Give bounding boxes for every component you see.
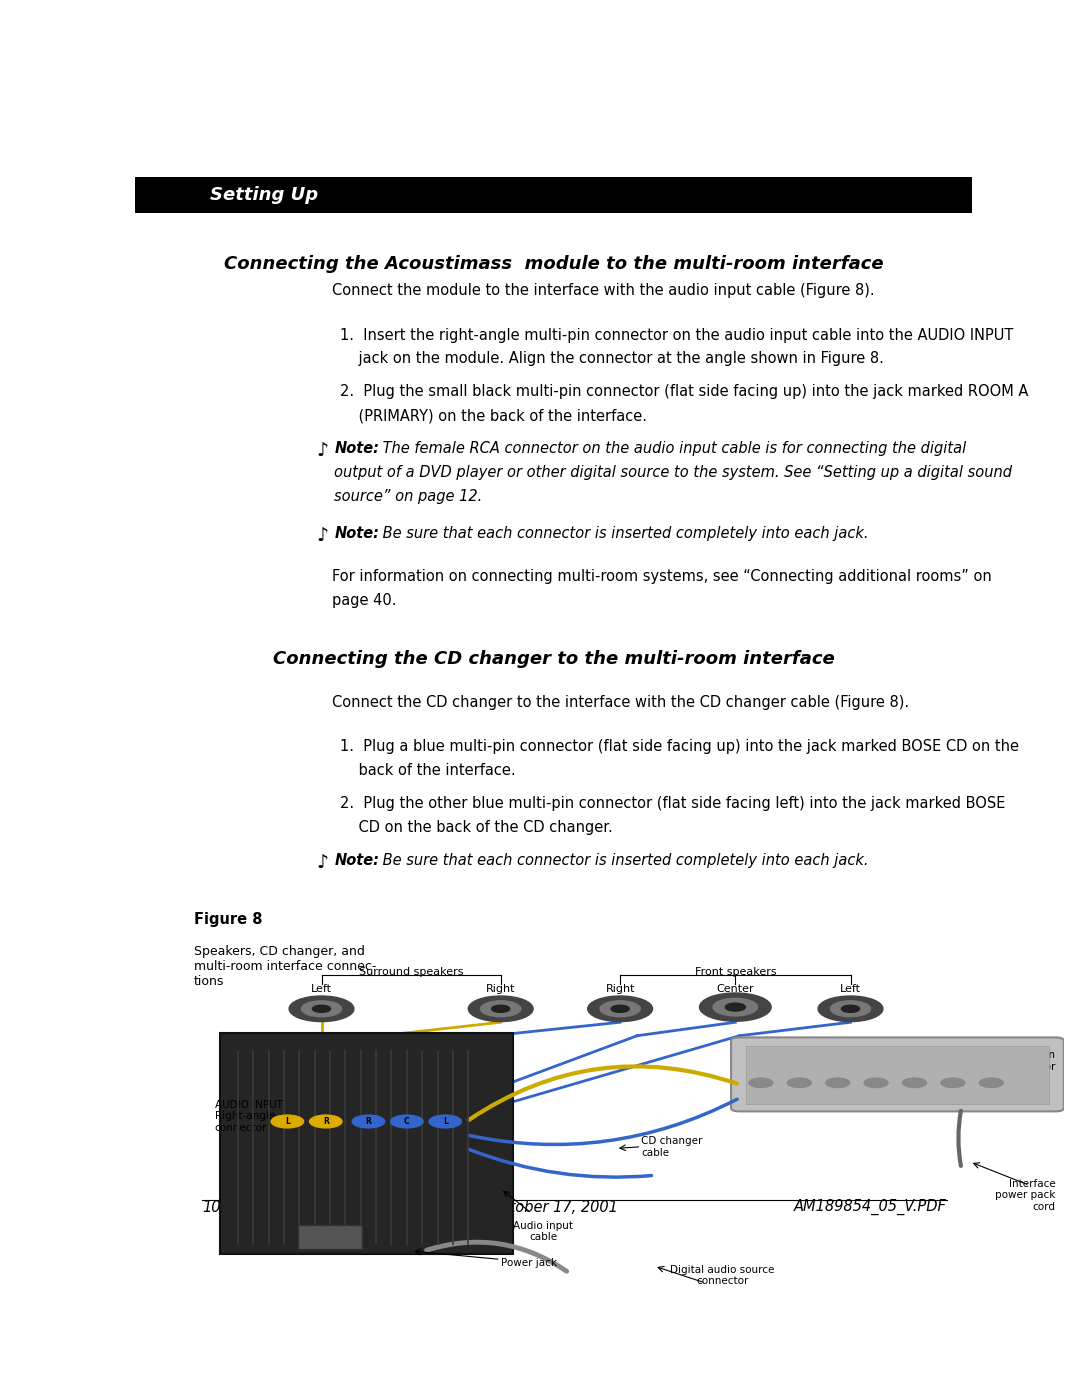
Text: Be sure that each connector is inserted completely into each jack.: Be sure that each connector is inserted … [378,527,868,542]
Text: AM189854_05_V.PDF: AM189854_05_V.PDF [794,1199,947,1215]
Text: Right: Right [486,985,515,995]
Text: R: R [323,1118,328,1126]
Text: L: L [285,1118,289,1126]
Circle shape [826,1078,850,1087]
FancyBboxPatch shape [745,1046,1050,1104]
Circle shape [588,996,652,1021]
Text: Connecting the CD changer to the multi-room interface: Connecting the CD changer to the multi-r… [272,650,835,668]
Circle shape [491,1006,510,1013]
Circle shape [713,999,757,1016]
Text: 10: 10 [202,1200,220,1215]
Circle shape [271,1115,303,1127]
Circle shape [391,1115,423,1127]
Text: Connecting the Acoustimass  module to the multi-room interface: Connecting the Acoustimass module to the… [224,254,883,272]
Text: (PRIMARY) on the back of the interface.: (PRIMARY) on the back of the interface. [340,408,647,423]
Circle shape [831,1000,870,1017]
Circle shape [841,1006,860,1013]
Circle shape [600,1000,640,1017]
Text: Connect the CD changer to the interface with the CD changer cable (Figure 8).: Connect the CD changer to the interface … [332,694,909,710]
Text: Interface
power pack
cord: Interface power pack cord [995,1179,1055,1213]
FancyBboxPatch shape [298,1225,363,1249]
Circle shape [748,1078,773,1087]
Text: CD changer
cable: CD changer cable [642,1136,703,1158]
Circle shape [787,1078,811,1087]
Text: 2.  Plug the small black multi-pin connector (flat side facing up) into the jack: 2. Plug the small black multi-pin connec… [340,384,1028,400]
Text: Power jack: Power jack [501,1257,556,1267]
Text: For information on connecting multi-room systems, see “Connecting additional roo: For information on connecting multi-room… [332,569,991,584]
Circle shape [726,1003,745,1011]
Circle shape [864,1078,888,1087]
Text: source” on page 12.: source” on page 12. [334,489,483,504]
Text: output of a DVD player or other digital source to the system. See “Setting up a : output of a DVD player or other digital … [334,465,1012,481]
Text: Note:: Note: [334,441,379,457]
Circle shape [352,1115,384,1127]
Text: ♪: ♪ [316,441,328,460]
Text: C: C [404,1118,409,1126]
Text: Note:: Note: [334,854,379,868]
Text: Center: Center [716,985,754,995]
Circle shape [903,1078,927,1087]
Text: AUDIO INPUT
Right-angle
connector: AUDIO INPUT Right-angle connector [215,1099,283,1133]
Circle shape [310,1115,342,1127]
Text: Left: Left [311,985,332,995]
Text: Left: Left [840,985,861,995]
Text: Figure 8: Figure 8 [193,912,262,928]
Circle shape [980,1078,1003,1087]
Text: Audio input
cable: Audio input cable [513,1221,573,1242]
Text: Be sure that each connector is inserted completely into each jack.: Be sure that each connector is inserted … [378,854,868,868]
Text: back of the interface.: back of the interface. [340,763,515,778]
Circle shape [941,1078,964,1087]
Circle shape [481,1000,521,1017]
Text: Connect the module to the interface with the audio input cable (Figure 8).: Connect the module to the interface with… [332,282,875,298]
Circle shape [700,993,771,1021]
Text: Note:: Note: [334,527,379,542]
Text: Speakers, CD changer, and
multi-room interface connec-
tions: Speakers, CD changer, and multi-room int… [193,946,376,988]
Text: ♪: ♪ [316,527,328,545]
Text: ROOM A multi-pin
connector: ROOM A multi-pin connector [962,1051,1055,1071]
Text: Front speakers: Front speakers [694,967,777,977]
Text: L: L [443,1118,448,1126]
Text: jack on the module. Align the connector at the angle shown in Figure 8.: jack on the module. Align the connector … [340,352,883,366]
Text: The female RCA connector on the audio input cable is for connecting the digital: The female RCA connector on the audio in… [378,441,966,457]
Text: R: R [365,1118,372,1126]
FancyBboxPatch shape [731,1038,1064,1112]
Text: CD on the back of the CD changer.: CD on the back of the CD changer. [340,820,612,835]
FancyBboxPatch shape [135,177,972,212]
Circle shape [818,996,883,1021]
Text: 1.  Insert the right-angle multi-pin connector on the audio input cable into the: 1. Insert the right-angle multi-pin conn… [340,328,1013,342]
Text: page 40.: page 40. [332,592,396,608]
Circle shape [469,996,534,1021]
Text: 2.  Plug the other blue multi-pin connector (flat side facing left) into the jac: 2. Plug the other blue multi-pin connect… [340,796,1005,812]
Text: Digital audio source
connector: Digital audio source connector [671,1264,774,1287]
FancyBboxPatch shape [220,1032,513,1255]
Text: Surround speakers: Surround speakers [359,967,463,977]
Text: Setting Up: Setting Up [211,186,319,204]
Circle shape [429,1115,461,1127]
Text: October 17, 2001: October 17, 2001 [489,1200,618,1215]
Circle shape [289,996,354,1021]
Text: 1.  Plug a blue multi-pin connector (flat side facing up) into the jack marked B: 1. Plug a blue multi-pin connector (flat… [340,739,1020,754]
Circle shape [312,1006,330,1013]
Text: Right: Right [606,985,635,995]
Circle shape [301,1000,341,1017]
Circle shape [611,1006,630,1013]
Text: ♪: ♪ [316,854,328,872]
